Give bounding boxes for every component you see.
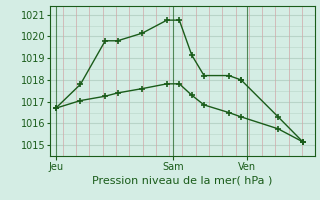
X-axis label: Pression niveau de la mer( hPa ): Pression niveau de la mer( hPa ) xyxy=(92,176,273,186)
